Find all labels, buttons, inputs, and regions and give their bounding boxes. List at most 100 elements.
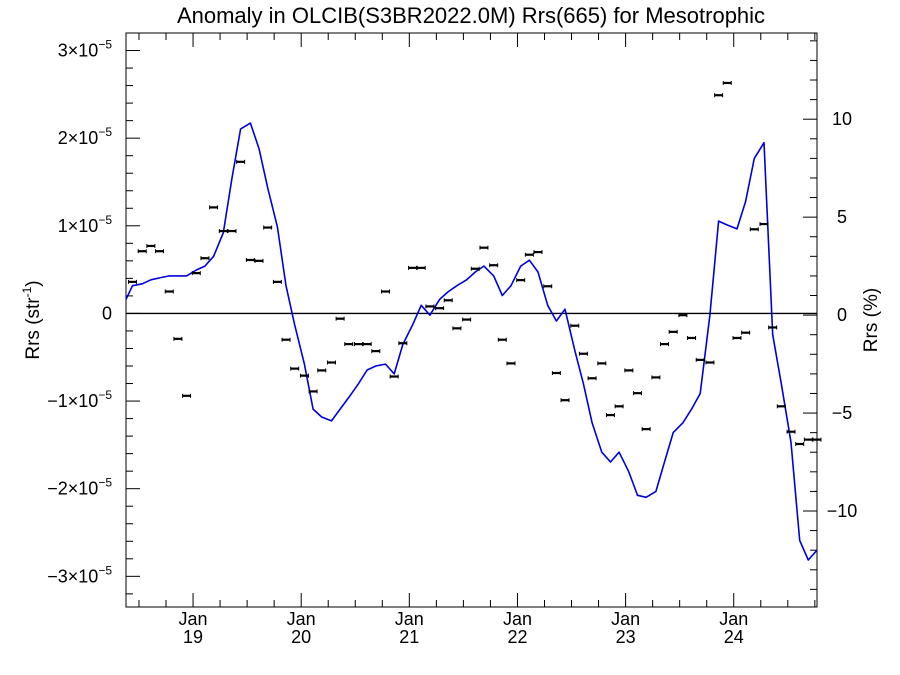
y2-tick-label-4: −10 (827, 501, 858, 521)
data-point-48 (560, 398, 570, 403)
data-point-5 (173, 336, 183, 341)
chart-title: Anomaly in OLCIB(S3BR2022.0M) Rrs(665) f… (177, 3, 765, 28)
y2-tick-label-3: −5 (832, 403, 853, 423)
y2-tick-label-2: 0 (837, 305, 847, 325)
data-point-8 (200, 256, 210, 261)
x-tick-month-3: Jan (503, 609, 532, 629)
data-point-11 (227, 229, 237, 234)
x-tick-month-1: Jan (287, 609, 316, 629)
x-tick-year-3: 22 (507, 627, 527, 647)
data-point-33 (425, 304, 435, 309)
data-point-12 (236, 159, 246, 164)
y2-tick-label-0: 10 (832, 109, 852, 129)
data-point-51 (587, 376, 597, 381)
y-tick-label-6: −3×10−5 (47, 563, 112, 586)
y-tick-label-1: 2×10−5 (58, 125, 113, 148)
y-tick-label-5: −2×10−5 (47, 476, 112, 499)
x-tick-year-2: 21 (399, 627, 419, 647)
x-tick-month-0: Jan (179, 609, 208, 629)
data-point-2 (146, 243, 156, 248)
y2-axis-title: Rrs (%) (861, 288, 882, 352)
data-point-39 (479, 245, 489, 250)
data-point-40 (489, 263, 499, 268)
data-point-42 (506, 361, 516, 366)
data-point-53 (605, 413, 615, 418)
data-point-32 (416, 265, 426, 270)
x-tick-year-0: 19 (183, 627, 203, 647)
plot-frame (125, 32, 818, 608)
data-point-61 (678, 313, 688, 318)
data-point-16 (272, 279, 282, 284)
plot-area: 3×10−5 2×10−5 1×10−5 0 −1×10−5 −2×10−5 −3×10−5… (47, 32, 858, 647)
data-point-55 (624, 368, 634, 373)
data-point-6 (182, 393, 192, 398)
x-tick-month-2: Jan (395, 609, 424, 629)
data-point-59 (660, 342, 670, 347)
data-point-7 (191, 271, 201, 276)
data-point-34 (435, 306, 445, 311)
data-point-38 (470, 266, 480, 271)
data-point-31 (408, 265, 418, 270)
data-point-21 (317, 368, 327, 373)
data-point-50 (578, 351, 588, 356)
data-point-29 (389, 374, 399, 379)
data-point-37 (462, 317, 472, 322)
data-point-35 (443, 298, 453, 303)
data-point-57 (641, 427, 651, 432)
data-point-67 (732, 335, 742, 340)
data-point-14 (254, 258, 264, 263)
data-point-69 (749, 227, 759, 232)
series-line-0 (125, 122, 818, 561)
data-point-73 (786, 429, 796, 434)
data-point-60 (668, 329, 678, 334)
data-point-43 (516, 278, 526, 283)
data-point-45 (533, 250, 543, 255)
data-point-66 (722, 80, 732, 85)
data-point-17 (281, 337, 291, 342)
data-point-41 (497, 337, 507, 342)
data-point-28 (381, 289, 391, 294)
data-point-75 (803, 437, 813, 442)
data-point-27 (371, 349, 381, 354)
data-point-1 (137, 249, 147, 254)
y-axis-title-end: ) (23, 280, 44, 286)
data-point-26 (362, 342, 372, 347)
data-point-44 (524, 252, 534, 257)
data-point-22 (326, 360, 336, 365)
data-point-36 (452, 326, 462, 331)
data-point-70 (759, 222, 769, 227)
y-tick-label-2: 1×10−5 (58, 213, 113, 236)
y-axis-title-sup: -1 (20, 286, 34, 297)
data-point-23 (335, 316, 345, 321)
svg-text:Rrs (str-1): Rrs (str-1) (20, 280, 44, 359)
data-point-19 (299, 373, 309, 378)
data-point-54 (614, 404, 624, 409)
data-point-65 (714, 93, 724, 98)
x-tick-year-4: 23 (616, 627, 636, 647)
x-tick-year-5: 24 (724, 627, 744, 647)
data-point-49 (570, 323, 580, 328)
data-point-74 (795, 442, 805, 447)
data-point-64 (705, 360, 715, 365)
data-point-62 (687, 335, 697, 340)
data-point-25 (353, 342, 363, 347)
data-point-24 (344, 342, 354, 347)
data-point-63 (695, 357, 705, 362)
y-axis-title: Rrs (str-1) (20, 280, 44, 359)
data-point-72 (776, 404, 786, 409)
y-tick-label-3: 0 (102, 303, 112, 323)
data-point-18 (290, 366, 300, 371)
y2-tick-label-1: 5 (837, 207, 847, 227)
x-tick-month-4: Jan (611, 609, 640, 629)
data-point-20 (308, 389, 318, 394)
data-point-47 (551, 371, 561, 376)
data-point-71 (768, 325, 778, 330)
data-point-58 (651, 375, 661, 380)
data-point-56 (632, 391, 642, 396)
data-point-9 (209, 205, 219, 210)
data-point-10 (218, 229, 228, 234)
data-point-0 (127, 279, 137, 284)
data-point-52 (597, 361, 607, 366)
y-axis-title-main: Rrs (str (23, 297, 44, 360)
